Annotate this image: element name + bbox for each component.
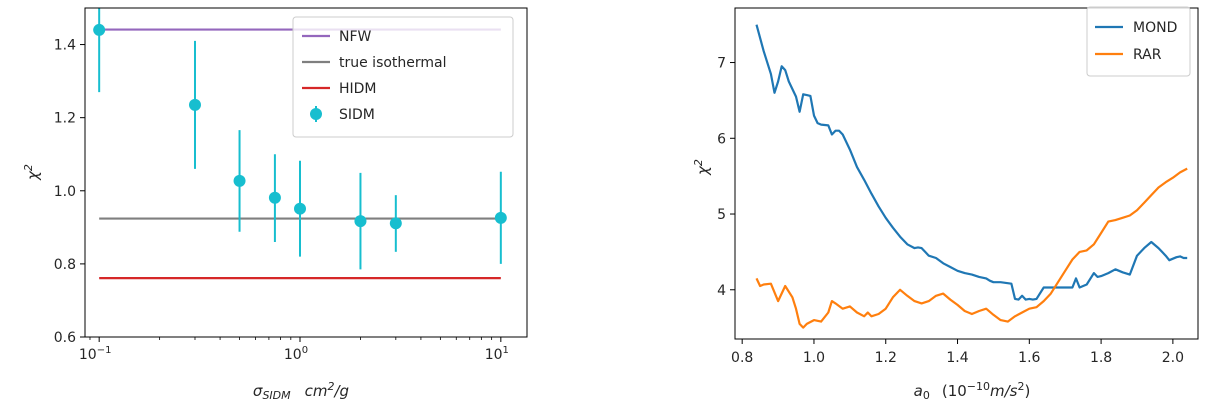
right-chart-series	[755, 24, 1188, 329]
x-tick-label-0: 0.8	[731, 350, 753, 366]
x-tick-label-6: 2.0	[1162, 350, 1184, 366]
left-chart-ylabel: χ2	[22, 164, 42, 181]
left-chart-xlabel: σSIDM cm2/g	[253, 380, 349, 402]
sidm-point-3	[268, 191, 281, 204]
series-line-mond	[755, 24, 1188, 301]
y-tick-label-0: 0.6	[54, 330, 76, 346]
x-tick-label-1: 1.0	[803, 350, 825, 366]
left-chart-legend: NFW true isothermal HIDM SIDM	[292, 16, 514, 138]
right-chart-legend: MOND RAR	[1086, 6, 1191, 77]
x-tick-label-1: 100	[284, 345, 308, 363]
right-chart-axes: 4 5 6 7 0.8 1.0 1.2 1.4 1.6 1.8 2.0	[717, 7, 1199, 366]
y-tick-label-4: 1.4	[54, 38, 76, 54]
right-chart-frame	[734, 7, 1199, 340]
y-tick-label-3: 7	[717, 56, 726, 72]
right-chart-ylabel: χ2	[692, 159, 712, 176]
sidm-point-7	[494, 211, 507, 224]
x-tick-label-5: 1.8	[1090, 350, 1112, 366]
x-tick-label-2: 101	[485, 345, 509, 363]
left-chart-axes: 0.6 0.8 1.0 1.2 1.4 10−1 100 101	[54, 7, 528, 363]
right-legend-box	[1086, 6, 1191, 77]
series-line-rar	[755, 167, 1188, 329]
legend-label-true-isothermal: true isothermal	[339, 55, 447, 71]
x-tick-label-2: 1.2	[875, 350, 897, 366]
y-tick-label-0: 4	[717, 283, 726, 299]
legend-swatch-sidm	[310, 108, 322, 120]
right-chart-xlabel: a0 (10−10m/s2)	[914, 380, 1031, 402]
x-tick-label-3: 1.4	[946, 350, 968, 366]
legend-label-mond: MOND	[1133, 20, 1177, 36]
sidm-points	[93, 8, 507, 270]
legend-label-sidm: SIDM	[339, 107, 375, 123]
y-tick-label-2: 1.0	[54, 184, 76, 200]
left-chart: 0.6 0.8 1.0 1.2 1.4 10−1 100 101 NFW true isothe…	[22, 7, 528, 402]
sidm-point-2	[233, 174, 246, 187]
sidm-point-0	[93, 23, 106, 36]
x-tick-label-4: 1.6	[1018, 350, 1040, 366]
right-chart: 4 5 6 7 0.8 1.0 1.2 1.4 1.6 1.8 2.0 MOND RAR a0 (10−…	[692, 6, 1199, 402]
left-chart-frame	[84, 7, 528, 338]
y-tick-label-1: 5	[717, 207, 726, 223]
sidm-point-5	[354, 215, 367, 228]
left-chart-errorbars	[93, 8, 507, 270]
y-tick-label-3: 1.2	[54, 111, 76, 127]
x-tick-label-0: 10−1	[79, 345, 112, 363]
right-chart-lines	[755, 24, 1188, 329]
legend-label-hidm: HIDM	[339, 81, 377, 97]
legend-label-nfw: NFW	[339, 29, 372, 45]
left-legend-box	[292, 16, 514, 138]
sidm-point-6	[389, 217, 402, 230]
legend-label-rar: RAR	[1133, 47, 1162, 63]
y-tick-label-2: 6	[717, 131, 726, 147]
sidm-point-1	[188, 98, 201, 111]
sidm-point-4	[294, 202, 307, 215]
y-tick-label-1: 0.8	[54, 257, 76, 273]
